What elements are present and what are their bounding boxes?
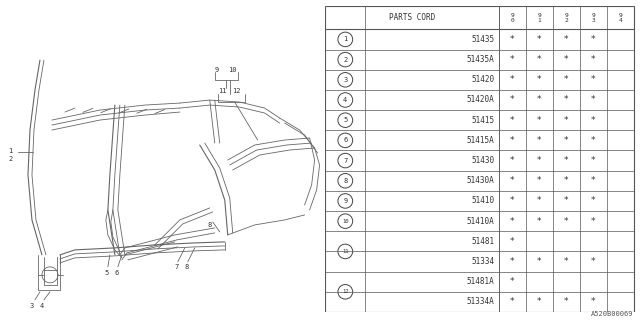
Text: *: *: [510, 156, 515, 165]
Text: 12: 12: [232, 88, 240, 94]
Text: 5: 5: [105, 270, 109, 276]
Text: *: *: [564, 35, 569, 44]
Text: 3: 3: [30, 303, 34, 309]
Text: *: *: [537, 35, 541, 44]
Text: *: *: [591, 156, 596, 165]
Text: *: *: [537, 196, 541, 205]
Text: 4: 4: [343, 97, 348, 103]
Text: *: *: [564, 217, 569, 226]
Text: A520B00069: A520B00069: [591, 311, 634, 317]
Text: 9: 9: [343, 198, 348, 204]
Text: *: *: [510, 116, 515, 125]
Text: 51435A: 51435A: [467, 55, 494, 64]
Text: 7: 7: [343, 157, 348, 164]
Text: 12: 12: [342, 289, 349, 294]
Text: *: *: [564, 156, 569, 165]
Text: *: *: [510, 196, 515, 205]
Text: *: *: [591, 196, 596, 205]
Text: 51410A: 51410A: [467, 217, 494, 226]
Text: *: *: [591, 75, 596, 84]
Text: *: *: [564, 95, 569, 105]
Text: 3: 3: [343, 77, 348, 83]
Text: *: *: [564, 55, 569, 64]
Text: *: *: [591, 176, 596, 185]
Text: *: *: [591, 55, 596, 64]
Text: *: *: [510, 176, 515, 185]
Text: 9
1: 9 1: [538, 13, 541, 23]
Text: 8: 8: [208, 222, 212, 228]
Text: 51334A: 51334A: [467, 297, 494, 307]
Text: *: *: [537, 55, 541, 64]
Text: 51481: 51481: [471, 237, 494, 246]
Text: 51430: 51430: [471, 156, 494, 165]
Text: 7: 7: [175, 264, 179, 270]
Text: *: *: [537, 297, 541, 307]
Text: *: *: [591, 95, 596, 105]
Text: *: *: [510, 95, 515, 105]
Text: 11: 11: [342, 249, 349, 254]
Text: 2: 2: [8, 156, 12, 162]
Text: *: *: [591, 35, 596, 44]
Text: *: *: [564, 176, 569, 185]
Text: *: *: [510, 237, 515, 246]
Text: 9
3: 9 3: [591, 13, 595, 23]
Text: *: *: [510, 35, 515, 44]
Text: 9: 9: [215, 67, 219, 73]
Text: *: *: [510, 136, 515, 145]
Text: 51435: 51435: [471, 35, 494, 44]
Text: 6: 6: [343, 137, 348, 143]
Text: *: *: [564, 196, 569, 205]
Text: 51420: 51420: [471, 75, 494, 84]
Text: *: *: [564, 116, 569, 125]
Text: *: *: [537, 95, 541, 105]
Text: *: *: [564, 75, 569, 84]
Text: 51415A: 51415A: [467, 136, 494, 145]
Text: 2: 2: [343, 57, 348, 63]
Text: 9
4: 9 4: [619, 13, 622, 23]
Text: *: *: [510, 277, 515, 286]
Text: *: *: [537, 257, 541, 266]
Text: *: *: [591, 217, 596, 226]
Text: *: *: [537, 136, 541, 145]
Text: 51481A: 51481A: [467, 277, 494, 286]
Text: *: *: [591, 297, 596, 307]
Text: *: *: [537, 116, 541, 125]
Text: *: *: [591, 257, 596, 266]
Text: *: *: [564, 136, 569, 145]
Text: *: *: [537, 176, 541, 185]
Text: *: *: [537, 217, 541, 226]
Text: *: *: [510, 217, 515, 226]
Text: 4: 4: [40, 303, 44, 309]
Text: 51334: 51334: [471, 257, 494, 266]
Text: 9
0: 9 0: [511, 13, 515, 23]
Text: PARTS CORD: PARTS CORD: [389, 13, 435, 22]
Text: *: *: [510, 75, 515, 84]
Text: *: *: [510, 297, 515, 307]
Text: 9
2: 9 2: [564, 13, 568, 23]
Text: 51410: 51410: [471, 196, 494, 205]
Text: *: *: [591, 136, 596, 145]
Text: 11: 11: [218, 88, 226, 94]
Text: *: *: [510, 55, 515, 64]
Text: *: *: [564, 257, 569, 266]
Text: 51430A: 51430A: [467, 176, 494, 185]
Text: 5: 5: [343, 117, 348, 123]
Text: 6: 6: [115, 270, 119, 276]
Text: 8: 8: [343, 178, 348, 184]
Text: *: *: [537, 75, 541, 84]
Text: *: *: [537, 156, 541, 165]
Text: 8: 8: [185, 264, 189, 270]
Text: *: *: [510, 257, 515, 266]
Text: *: *: [591, 116, 596, 125]
Text: 10: 10: [228, 67, 236, 73]
Text: 10: 10: [342, 219, 349, 224]
Text: 51420A: 51420A: [467, 95, 494, 105]
Text: *: *: [564, 297, 569, 307]
Text: 1: 1: [8, 148, 12, 154]
Text: 51415: 51415: [471, 116, 494, 125]
Text: 1: 1: [343, 36, 348, 43]
